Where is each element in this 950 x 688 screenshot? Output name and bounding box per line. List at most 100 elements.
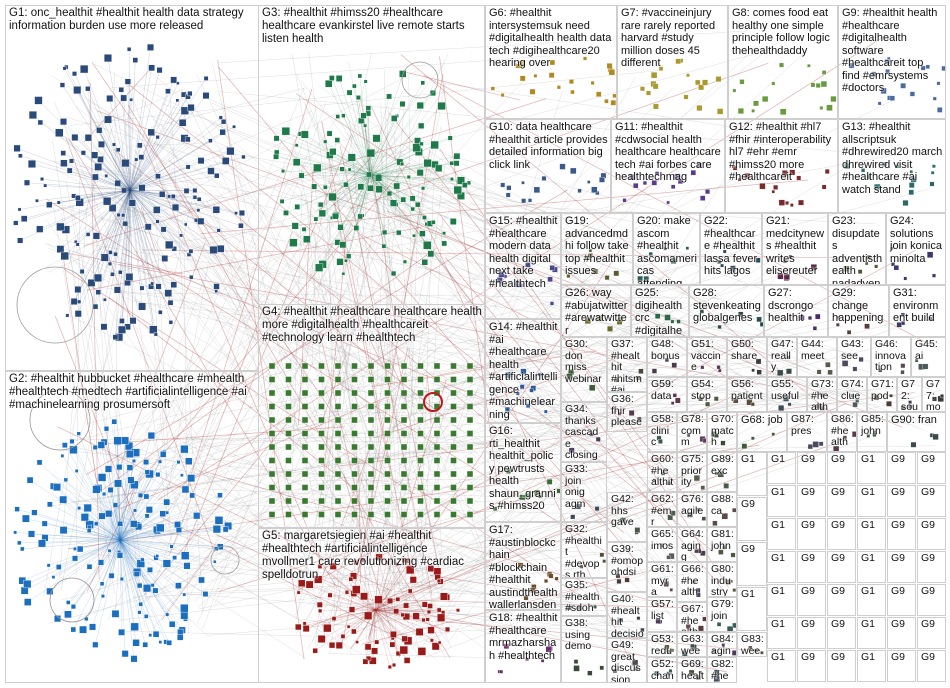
node [390, 270, 397, 277]
edge [292, 176, 442, 471]
edge [443, 90, 563, 471]
node [522, 494, 527, 499]
group-box-g54: G54: stop [687, 377, 727, 412]
node [59, 526, 68, 535]
edge [111, 118, 305, 563]
edge [314, 174, 371, 187]
node [339, 166, 345, 172]
node [75, 195, 81, 201]
edge [374, 590, 411, 611]
group-box-g62: G62: #emr [647, 492, 677, 527]
node [573, 665, 580, 672]
node [529, 88, 536, 95]
edge [123, 208, 854, 355]
node [628, 174, 636, 181]
edge [129, 110, 186, 191]
node [423, 241, 432, 250]
node [903, 276, 908, 281]
node [213, 559, 217, 564]
node [549, 59, 556, 66]
node [737, 177, 742, 182]
node [187, 104, 195, 112]
node [147, 431, 155, 440]
edge [67, 539, 121, 615]
edge [149, 102, 326, 599]
self-loop [16, 266, 94, 344]
group-label: G39: #omop ohdsi [611, 543, 647, 578]
node [549, 265, 555, 271]
node [355, 95, 361, 101]
node [114, 479, 122, 488]
node [384, 389, 391, 397]
edge [369, 118, 395, 176]
edge [322, 353, 347, 420]
edge [141, 249, 852, 259]
node [112, 502, 118, 508]
node [301, 376, 309, 383]
edge [119, 524, 178, 541]
edge [169, 172, 302, 379]
node [174, 521, 181, 528]
node [93, 273, 103, 282]
node [852, 366, 858, 372]
group-box-g59: G59: data [647, 377, 687, 412]
edge [363, 30, 793, 367]
edge [94, 63, 445, 238]
node [167, 194, 171, 199]
node [351, 457, 358, 464]
edge [340, 174, 371, 228]
node [519, 75, 526, 82]
edge [306, 267, 773, 606]
edge [129, 60, 136, 191]
group-box-mini: G9 [917, 551, 946, 583]
node [523, 595, 529, 601]
edge [343, 476, 400, 658]
node [329, 148, 337, 156]
node [717, 108, 724, 115]
node [97, 156, 104, 163]
group-box-g47: G47: really [767, 337, 797, 377]
node [56, 564, 62, 570]
node [301, 430, 309, 437]
group-box-mini: G9 [797, 650, 826, 682]
edge [97, 189, 131, 278]
group-label: G9 [831, 618, 846, 630]
node [143, 614, 149, 619]
edge [129, 189, 149, 227]
node [268, 430, 276, 437]
node [155, 472, 161, 478]
node [604, 99, 609, 104]
node [602, 559, 606, 563]
edge [69, 94, 351, 126]
node [298, 172, 305, 179]
edge [91, 62, 342, 426]
node [599, 552, 605, 558]
edge [202, 147, 380, 630]
edge [129, 159, 137, 191]
edge [329, 154, 371, 176]
edge [440, 260, 674, 627]
node [187, 474, 196, 483]
node [34, 96, 43, 105]
edge [349, 92, 371, 176]
group-label: G8: comes food eat healthy one simple pr… [732, 7, 833, 57]
node [63, 477, 69, 483]
group-label: G50: share [731, 338, 758, 362]
node [559, 163, 566, 170]
group-box-mini: G9 [737, 542, 767, 586]
edge [202, 215, 346, 303]
edge [49, 203, 680, 390]
node [422, 215, 427, 220]
edge [68, 444, 760, 550]
node [36, 225, 44, 233]
edge [26, 182, 131, 191]
edge [323, 238, 347, 474]
node [119, 577, 124, 581]
node [705, 401, 711, 407]
edge [63, 499, 121, 541]
node [158, 640, 163, 644]
node [35, 198, 39, 203]
node [65, 313, 70, 318]
group-label: G57: list [651, 598, 677, 622]
edge [25, 518, 121, 541]
